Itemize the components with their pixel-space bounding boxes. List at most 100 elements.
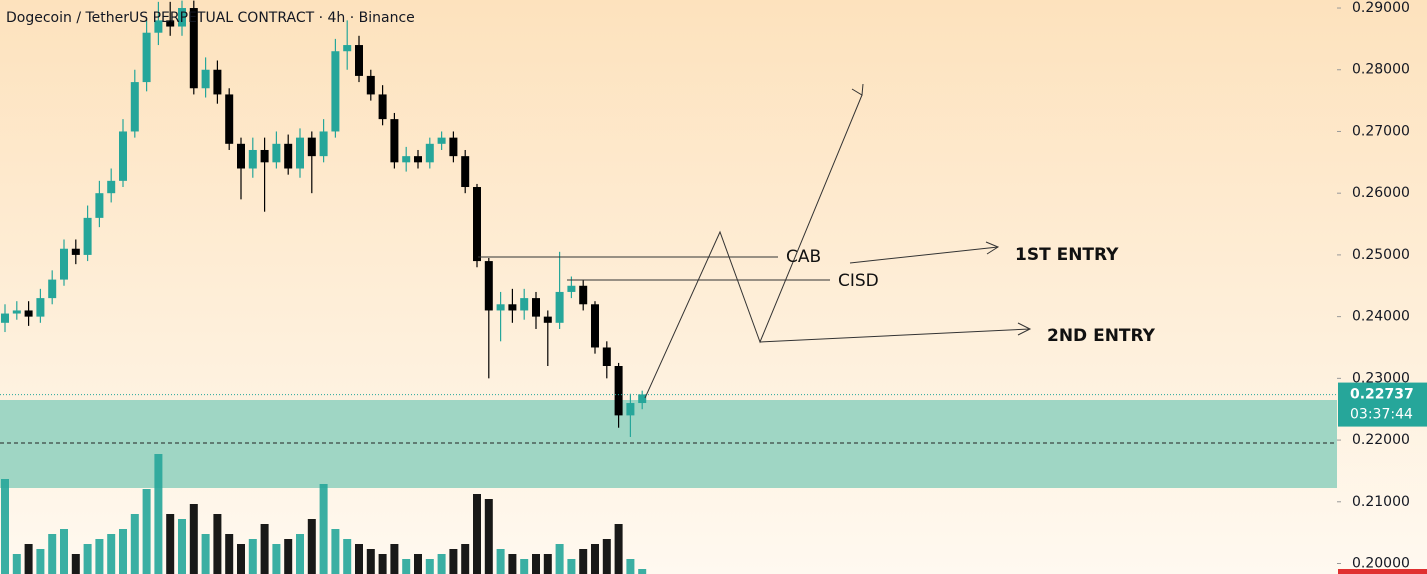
candle-body [591,304,599,348]
volume-bar [48,534,57,574]
candle-body [579,285,588,305]
volume-bar [543,554,552,574]
y-tick-label: 0.29000 [1352,0,1410,16]
candle-body [130,82,139,132]
arrow-head [851,83,864,96]
volume-bar [319,484,328,574]
y-tick-label: 0.23000 [1352,370,1410,386]
volume-bar [425,559,434,574]
volume-bar [437,554,446,574]
candle-body [343,45,352,52]
candle-body [107,180,116,194]
candle-body [296,137,304,169]
volume-bar [71,554,80,574]
candle-body [555,291,564,323]
volume-bar [272,544,281,574]
volume-bar [237,544,245,574]
entry-arrow [759,328,1031,343]
candle-body [201,69,210,89]
volume-bar [638,569,647,574]
volume-bar [390,544,399,574]
countdown: 03:37:44 [1350,407,1413,423]
candle-body [567,285,576,292]
y-tick-label: 0.28000 [1352,62,1410,78]
volume-bar [166,514,175,574]
volume-bar [461,544,470,574]
candle-body [402,156,411,163]
volume-bar [402,559,411,574]
volume-bar [307,519,316,574]
volume-bar [1,479,9,574]
y-tick-label: 0.20000 [1352,556,1410,572]
candle-body [508,304,517,311]
volume-bar [24,544,33,574]
candle-body [284,143,293,169]
candle-body [496,304,505,311]
volume-bar [260,524,269,574]
projection-path [644,94,863,399]
candle-body [425,143,434,163]
volume-bar [591,544,599,574]
candle-body [166,20,175,27]
volume-bar [225,534,234,574]
plot [1,0,647,574]
candle-body [71,248,80,255]
volume-bar [473,494,481,574]
candle-body [390,119,399,163]
volume-bar [355,544,363,574]
volume-bar [213,514,222,574]
candle-body [237,143,245,169]
candle-body [48,279,57,299]
volume-bar [508,554,517,574]
candle-body [366,75,375,95]
candle-body [378,94,387,120]
candle-body [543,316,552,323]
candle-body [119,131,127,181]
volume-bar [178,519,186,574]
volume-bar [189,504,198,574]
candle-body [60,248,68,280]
candle-body [272,143,281,163]
candle-body [638,394,647,404]
candle-body [532,298,540,317]
y-tick-label: 0.22000 [1352,432,1410,448]
volume-bar [614,524,623,574]
volume-bar [154,454,163,574]
volume-bar [555,544,564,574]
annotation: CISD [838,271,879,291]
candle-body [602,347,611,367]
y-tick-label: 0.26000 [1352,185,1410,201]
volume-bar [119,529,127,574]
volume-bar [484,499,493,574]
volume-bar [449,549,458,574]
candle-body [331,51,340,132]
candle-body [36,298,45,317]
chart-title: Dogecoin / TetherUS PERPETUAL CONTRACT ·… [6,10,415,26]
y-tick-label: 0.25000 [1352,247,1410,263]
last-price-label: 0.22737 [1350,387,1414,403]
candle-body [437,137,446,144]
candle-body [449,137,458,157]
candle-body [1,313,9,323]
annotation: 2ND ENTRY [1047,326,1156,346]
candle-body [189,8,198,89]
volume-bar [248,539,257,574]
candle-body [178,8,186,27]
volume-bar [60,529,68,574]
candle-body [414,156,422,163]
candle-body [260,149,269,163]
candle-body [473,187,481,262]
volume-bar [83,544,92,574]
volume-bar [602,539,611,574]
annotation: 1ST ENTRY [1015,245,1119,265]
candle-body [461,156,470,188]
candle-body [355,45,363,76]
volume-bar [107,534,116,574]
volume-bar [579,549,588,574]
candle-body [142,32,151,83]
price-tag [1338,569,1427,574]
candle-body [24,310,33,317]
volume-bar [567,559,576,574]
candle-body [307,137,316,157]
